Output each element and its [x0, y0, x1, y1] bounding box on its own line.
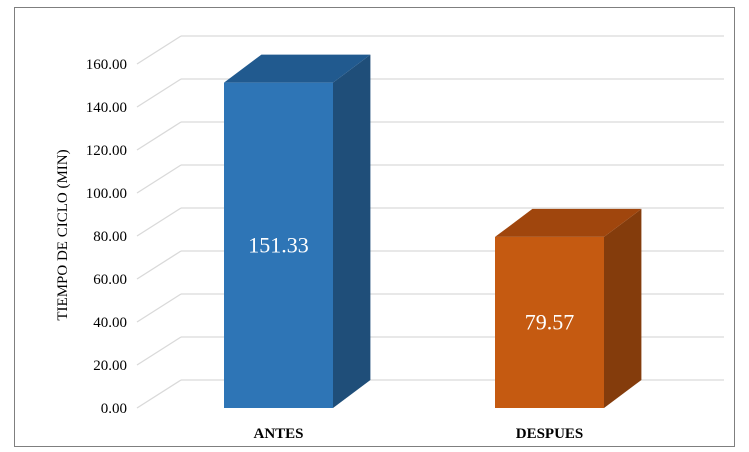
y-axis-title: TIEMPO DE CICLO (MIN): [55, 149, 71, 320]
y-tick-label: 80.00: [93, 229, 127, 245]
data-label: 151.33: [248, 232, 309, 257]
bar-top-face: [495, 208, 642, 237]
x-axis-category-labels: ANTES DESPUES: [253, 426, 583, 442]
gridline-side: [136, 336, 182, 366]
x-category-label: DESPUES: [516, 426, 584, 442]
bar-despues: 79.57: [495, 208, 642, 408]
gridline-side: [136, 379, 182, 409]
y-tick-label: 160.00: [86, 57, 127, 73]
bar-front-face: [495, 236, 604, 408]
bar-top-face: [224, 54, 371, 83]
gridline-side: [136, 250, 182, 280]
bars-layer: 151.33 79.57: [224, 54, 642, 408]
y-tick-label: 40.00: [93, 315, 127, 331]
y-tick-label: 140.00: [86, 100, 127, 116]
bar-front-face: [224, 82, 333, 408]
x-category-label: ANTES: [253, 426, 303, 442]
y-tick-label: 20.00: [93, 358, 127, 374]
gridline-side: [136, 293, 182, 323]
y-tick-label: 100.00: [86, 186, 127, 202]
bar-antes: 151.33: [224, 54, 371, 408]
gridline-side: [136, 121, 182, 151]
y-tick-label: 120.00: [86, 143, 127, 159]
bar-side-face: [333, 54, 371, 408]
y-tick-label: 0.00: [101, 401, 127, 417]
bar-side-face: [604, 208, 642, 408]
data-label: 79.57: [525, 309, 575, 334]
gridline-side: [136, 78, 182, 108]
gridline-side: [136, 35, 182, 65]
y-axis-tick-labels: 0.00 20.00 40.00 60.00 80.00 100.00 120.00 140.…: [86, 57, 127, 417]
y-tick-label: 60.00: [93, 272, 127, 288]
gridline-side: [136, 207, 182, 237]
gridline-side: [136, 164, 182, 194]
